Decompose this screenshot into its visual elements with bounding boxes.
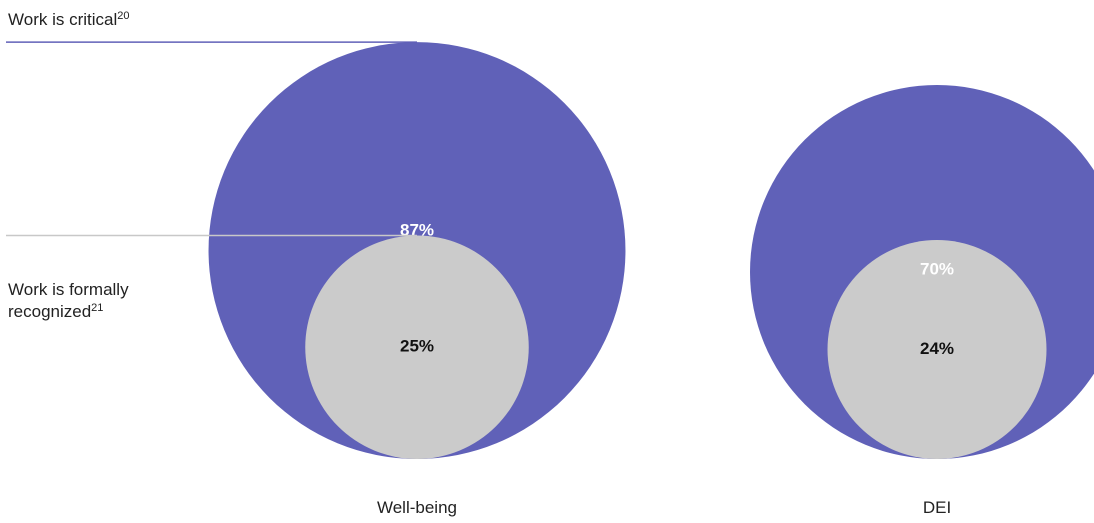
legend-recognized-footnote: 21	[91, 302, 104, 314]
bubble-dei-recognized	[827, 240, 1047, 459]
legend-work-is-critical: Work is critical20	[8, 9, 130, 31]
legend-work-is-critical-footnote: 20	[117, 10, 130, 22]
data-label-dei-recognized: 24%	[920, 339, 954, 358]
bubble-well-being-recognized	[305, 235, 529, 459]
legend-work-is-formally-recognized: Work is formally recognized21	[8, 279, 208, 323]
data-label-dei-critical: 70%	[920, 259, 954, 278]
legend-recognized-line1: Work is formally	[8, 280, 129, 299]
legend-work-is-critical-text: Work is critical	[8, 10, 118, 29]
data-label-well-being-recognized: 25%	[400, 337, 434, 356]
data-label-well-being-critical: 87%	[400, 220, 434, 239]
category-label-dei: DEI	[923, 498, 951, 517]
category-label-well-being: Well-being	[377, 498, 457, 517]
legend-recognized-line2: recognized	[8, 302, 92, 321]
